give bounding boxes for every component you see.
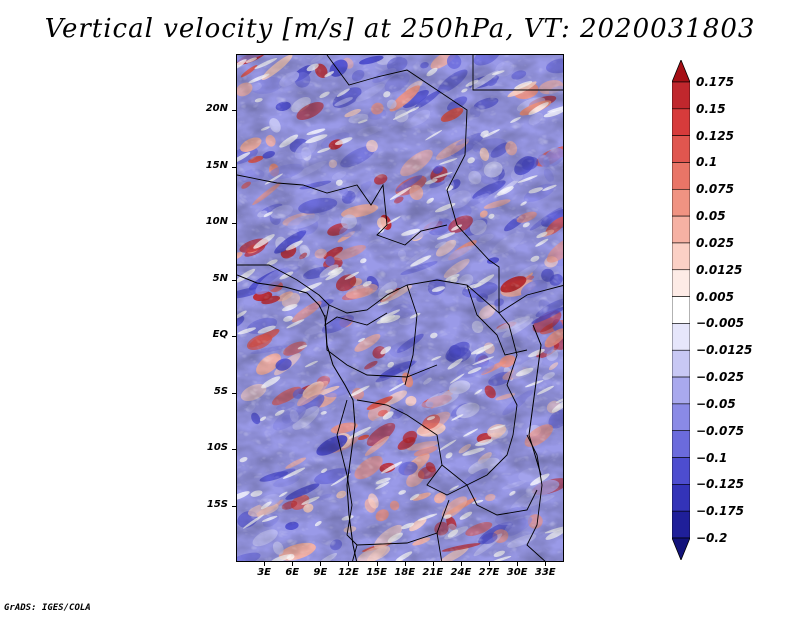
colorbar-box	[672, 81, 690, 110]
lon-tick-label: 6E	[285, 567, 300, 578]
colorbar-label: 0.1	[696, 155, 718, 170]
lon-tick-label: 9E	[313, 567, 328, 578]
lat-tick	[232, 279, 236, 281]
lon-tick-label: 3E	[257, 567, 272, 578]
lon-tick	[517, 562, 519, 566]
border-line	[526, 434, 546, 561]
colorbar-box	[672, 323, 690, 351]
colorbar-box	[672, 108, 690, 136]
colorbar-box	[672, 135, 690, 163]
colorbar-box	[672, 510, 690, 539]
colorbar-bottom-arrow	[672, 537, 690, 560]
border-line	[324, 304, 388, 326]
border-line	[466, 284, 528, 356]
lon-tick	[376, 562, 378, 566]
lon-tick	[489, 562, 491, 566]
border-line	[237, 264, 563, 314]
lon-tick	[320, 562, 322, 566]
lat-tick	[232, 166, 236, 168]
coastline-west	[237, 274, 358, 561]
map-plot-area	[236, 54, 564, 562]
colorbar-box	[672, 403, 690, 432]
border-line	[436, 532, 443, 561]
lat-tick-label: 10N	[205, 216, 228, 228]
colorbar-box	[672, 242, 690, 271]
colorbar-label: −0.175	[696, 504, 745, 519]
colorbar-label: −0.005	[696, 316, 745, 331]
border-line	[441, 464, 538, 516]
border-line	[404, 284, 418, 386]
lon-tick	[545, 562, 547, 566]
colorbar-label: −0.075	[696, 423, 745, 438]
lat-tick-label: 15N	[205, 159, 228, 171]
border-line	[356, 399, 514, 496]
border-line	[336, 399, 450, 546]
lon-tick	[264, 562, 266, 566]
colorbar-label: −0.1	[696, 450, 728, 465]
lake-shore	[528, 324, 542, 476]
colorbar-label: 0.025	[696, 235, 734, 250]
colorbar-label: −0.125	[696, 477, 745, 492]
lat-tick	[232, 505, 236, 507]
lat-tick-label: 5N	[212, 272, 228, 284]
colorbar-box	[672, 349, 690, 378]
border-line	[326, 55, 500, 313]
lon-tick-label: 30E	[506, 567, 528, 578]
vertical-velocity-field	[237, 55, 563, 561]
colorbar-box	[672, 162, 690, 190]
lon-tick	[348, 562, 350, 566]
lat-tick	[232, 392, 236, 394]
lon-tick	[404, 562, 406, 566]
colorbar-box	[672, 484, 690, 512]
colorbar-label: −0.0125	[696, 343, 753, 358]
lat-tick	[232, 223, 236, 225]
colorbar-label: 0.05	[696, 209, 726, 224]
lon-tick-label: 33E	[534, 567, 556, 578]
colorbar-box	[672, 269, 690, 297]
colorbar-label: 0.125	[696, 128, 734, 143]
lat-tick-label: EQ	[212, 329, 228, 341]
border-line	[237, 174, 448, 246]
coastline	[237, 274, 542, 561]
lat-tick-label: 20N	[205, 103, 228, 115]
lon-tick	[460, 562, 462, 566]
border-line	[472, 55, 563, 91]
colorbar-box	[672, 188, 690, 217]
colorbar-box	[672, 430, 690, 458]
colorbar-label: 0.175	[696, 75, 734, 89]
lon-tick-label: 18E	[394, 567, 416, 578]
lat-tick	[232, 336, 236, 338]
colorbar-box	[672, 457, 690, 485]
lon-tick	[292, 562, 294, 566]
lat-tick-label: 10S	[206, 442, 228, 454]
colorbar	[672, 60, 690, 560]
lat-tick	[232, 110, 236, 112]
lat-tick	[232, 449, 236, 451]
texture-light	[237, 55, 563, 561]
colorbar-label: −0.2	[696, 531, 728, 545]
colorbar-label: 0.0125	[696, 262, 743, 277]
colorbar-top-arrow	[672, 60, 690, 83]
footer-credit: GrADS: IGES/COLA	[4, 603, 91, 613]
colorbar-label: 0.075	[696, 182, 734, 197]
colorbar-label: −0.025	[696, 370, 745, 385]
colorbar-box	[672, 296, 690, 324]
border-line	[498, 312, 518, 436]
colorbar-label: 0.005	[696, 289, 734, 304]
lon-tick-label: 27E	[478, 567, 500, 578]
colorbar-label: −0.05	[696, 396, 736, 411]
lon-tick	[432, 562, 434, 566]
colorbar-box	[672, 376, 690, 405]
lon-tick-label: 24E	[450, 567, 472, 578]
lon-tick-label: 15E	[366, 567, 387, 578]
colorbar-box	[672, 215, 690, 244]
map-title: Vertical velocity [m/s] at 250hPa, VT: 2…	[44, 14, 756, 44]
lon-tick-label: 12E	[338, 567, 359, 578]
lat-tick-label: 5S	[213, 385, 228, 397]
colorbar-label: 0.15	[696, 101, 726, 116]
lon-tick-label: 21E	[422, 567, 444, 578]
lat-tick-label: 15S	[206, 498, 228, 510]
